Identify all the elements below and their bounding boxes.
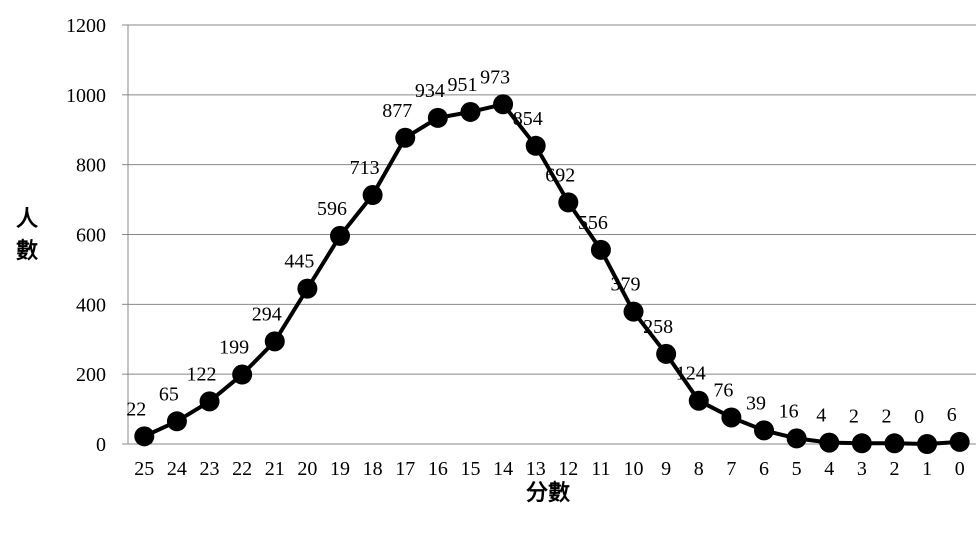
data-point bbox=[330, 225, 350, 246]
x-tick-label: 1 bbox=[922, 458, 932, 480]
gridlines bbox=[128, 24, 976, 375]
data-point bbox=[264, 331, 285, 352]
x-tick-label: 6 bbox=[759, 458, 769, 480]
y-axis-title-char-2: 數 bbox=[16, 239, 38, 264]
data-label: 692 bbox=[545, 164, 575, 186]
x-tick-label: 5 bbox=[792, 458, 802, 480]
data-label: 556 bbox=[578, 212, 608, 234]
x-tick-label: 8 bbox=[694, 458, 704, 480]
x-tick-label: 2 bbox=[889, 458, 899, 480]
x-tick-label: 15 bbox=[460, 458, 480, 480]
x-tick-label: 19 bbox=[330, 458, 350, 480]
y-tick-label: 0 bbox=[96, 434, 106, 456]
data-label: 379 bbox=[611, 274, 641, 296]
data-label: 4 bbox=[816, 405, 826, 427]
y-tick-label: 400 bbox=[76, 294, 106, 316]
data-label: 39 bbox=[746, 392, 766, 414]
y-tick-labels: 0 200 400 600 800 1000 1200 bbox=[66, 15, 106, 456]
x-tick-label: 12 bbox=[558, 458, 578, 480]
data-point bbox=[493, 94, 514, 115]
data-label: 973 bbox=[480, 66, 510, 88]
data-point bbox=[688, 390, 709, 411]
x-tick-label: 0 bbox=[955, 458, 965, 480]
y-axis-title-char-1: 人 bbox=[16, 207, 38, 232]
x-tick-label: 25 bbox=[134, 458, 154, 480]
data-label: 294 bbox=[252, 303, 282, 325]
x-tick-label: 20 bbox=[297, 458, 317, 480]
x-tick-label: 14 bbox=[493, 458, 513, 480]
data-label: 2 bbox=[849, 405, 859, 427]
data-label: 22 bbox=[126, 398, 146, 420]
x-tick-label: 21 bbox=[265, 458, 285, 480]
x-tick-label: 17 bbox=[395, 458, 415, 480]
data-point bbox=[558, 192, 579, 213]
data-point bbox=[917, 434, 938, 454]
data-point bbox=[721, 407, 742, 428]
data-label: 16 bbox=[779, 400, 799, 422]
x-tick-label: 9 bbox=[661, 458, 671, 480]
y-tick-label: 200 bbox=[76, 364, 106, 386]
x-tick-label: 7 bbox=[726, 458, 736, 480]
x-tick-label: 18 bbox=[363, 458, 383, 480]
data-label: 951 bbox=[447, 74, 477, 96]
data-label: 445 bbox=[284, 251, 314, 273]
data-point bbox=[199, 391, 220, 412]
series-line bbox=[143, 102, 960, 446]
x-axis-title: 分數 bbox=[526, 481, 570, 506]
data-label: 877 bbox=[382, 100, 412, 122]
x-tick-label: 24 bbox=[167, 458, 187, 480]
x-tick-label: 23 bbox=[200, 458, 220, 480]
data-label: 199 bbox=[219, 337, 249, 359]
data-point bbox=[786, 428, 807, 449]
data-label: 713 bbox=[350, 157, 380, 179]
x-tick-label: 22 bbox=[232, 458, 252, 480]
y-tick-label: 1000 bbox=[66, 85, 106, 107]
data-point bbox=[623, 301, 644, 322]
y-axis-title: 人 數 bbox=[16, 207, 38, 264]
y-tick-label: 800 bbox=[76, 155, 106, 177]
data-point bbox=[166, 411, 187, 432]
data-label: 122 bbox=[187, 363, 217, 385]
data-point bbox=[754, 420, 774, 441]
data-point bbox=[819, 432, 840, 453]
data-point bbox=[297, 278, 318, 299]
x-tick-label: 3 bbox=[857, 458, 867, 480]
data-point bbox=[851, 433, 872, 454]
data-point bbox=[460, 101, 481, 122]
x-tick-label: 13 bbox=[526, 458, 546, 480]
data-point bbox=[134, 426, 155, 447]
data-point bbox=[525, 135, 546, 156]
data-label: 0 bbox=[914, 406, 924, 428]
x-tick-label: 4 bbox=[824, 458, 834, 480]
data-point bbox=[395, 127, 416, 148]
x-tick-label: 16 bbox=[428, 458, 448, 480]
data-point bbox=[949, 431, 970, 452]
data-label: 854 bbox=[513, 108, 543, 130]
data-label: 934 bbox=[415, 80, 445, 102]
data-label: 76 bbox=[713, 379, 733, 401]
data-label: 2 bbox=[881, 405, 891, 427]
y-tick-label: 600 bbox=[76, 225, 106, 247]
data-point bbox=[362, 185, 383, 206]
data-point bbox=[590, 239, 611, 260]
y-tick-label: 1200 bbox=[66, 15, 106, 37]
data-label: 6 bbox=[947, 404, 957, 426]
data-label: 65 bbox=[159, 383, 179, 405]
x-tick-labels: 25 24 23 22 21 20 19 18 17 16 15 14 13 12 11 10 9 8 7 6 5 4 3 2… bbox=[134, 458, 964, 480]
x-tick-label: 10 bbox=[624, 458, 644, 480]
data-markers bbox=[134, 94, 970, 454]
data-label: 124 bbox=[676, 363, 706, 385]
data-point bbox=[656, 343, 677, 364]
x-tick-label: 11 bbox=[591, 458, 610, 480]
data-label: 596 bbox=[317, 198, 347, 220]
data-label: 258 bbox=[643, 316, 673, 338]
data-point bbox=[427, 107, 448, 128]
data-point bbox=[884, 433, 905, 454]
data-point bbox=[232, 364, 253, 385]
